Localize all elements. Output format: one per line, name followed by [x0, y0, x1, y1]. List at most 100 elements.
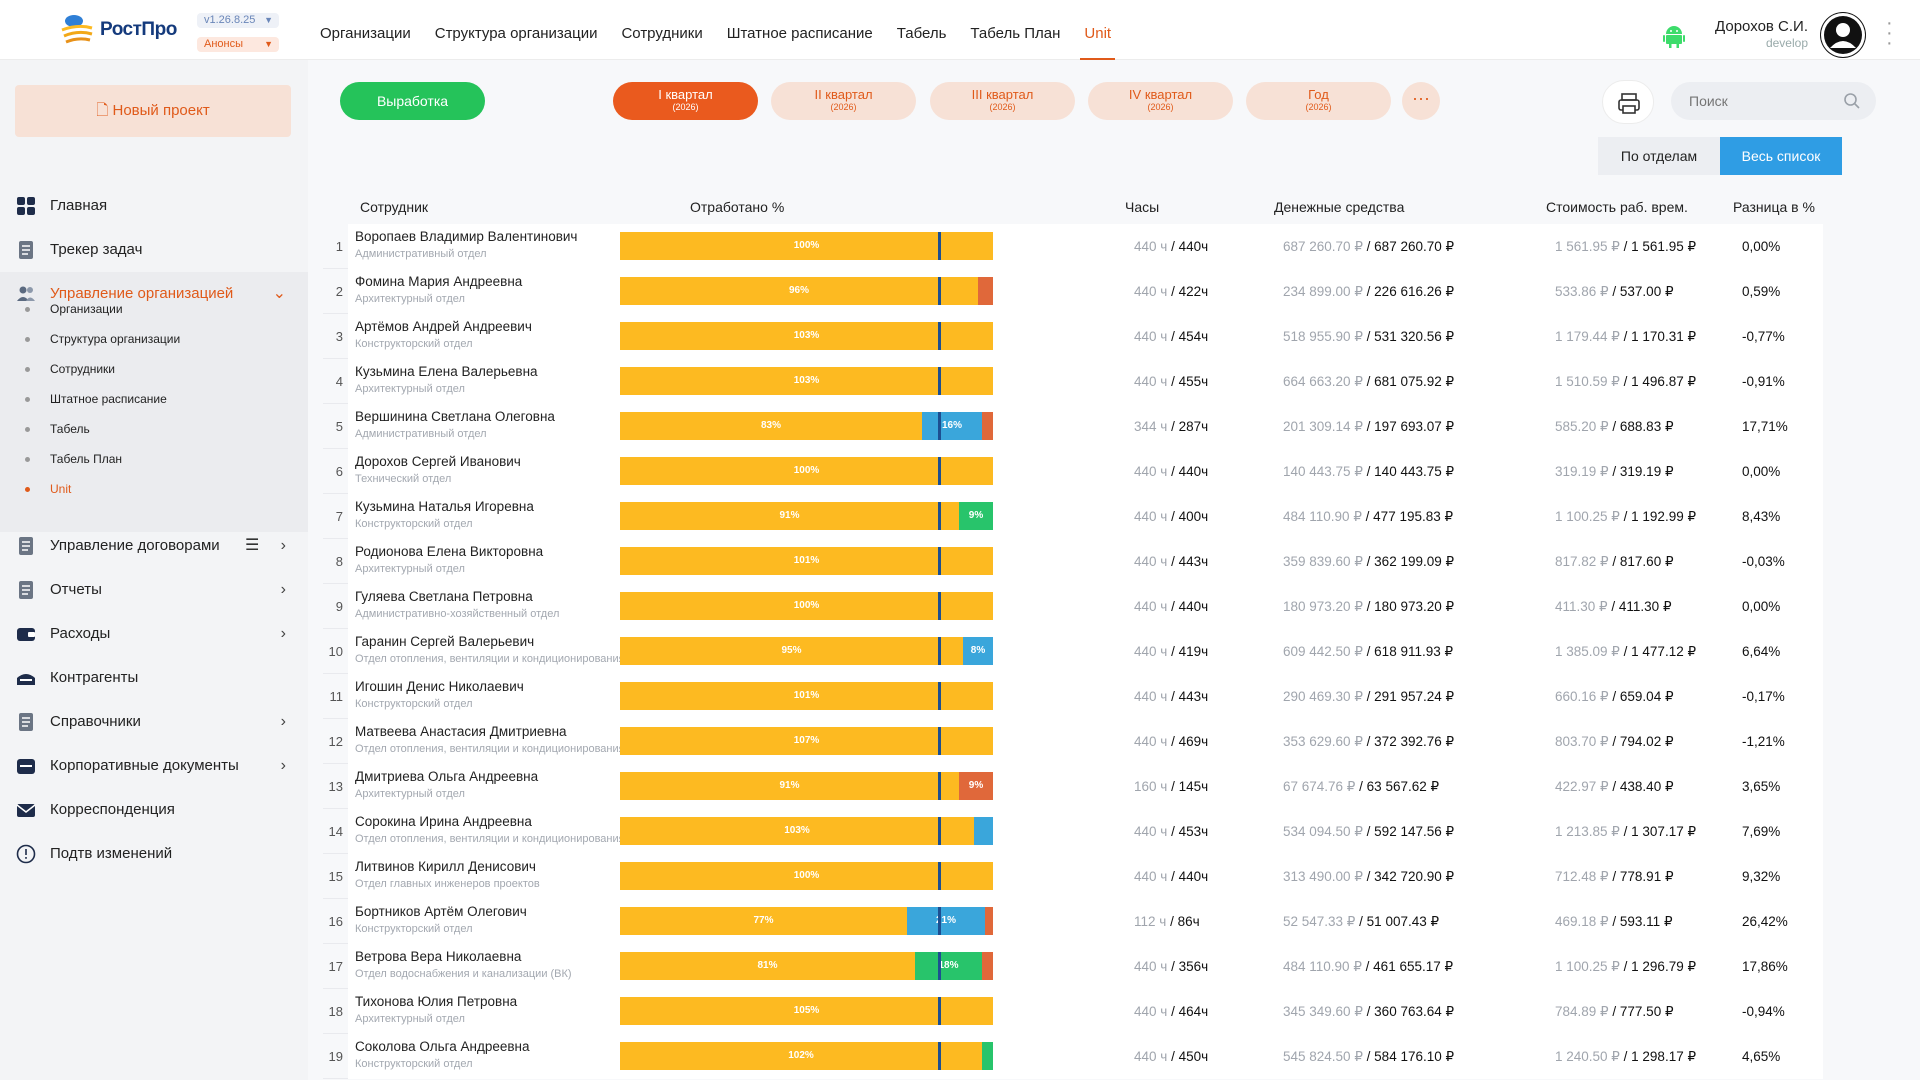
table-row[interactable]: 4 Кузьмина Елена Валерьевна Архитектурный … [323, 359, 1823, 404]
worked-percent-label: 100% [793, 600, 820, 611]
table-row[interactable]: 8 Родионова Елена Викторовна Архитектурный… [323, 539, 1823, 584]
employee-cell[interactable]: Тихонова Юлия Петровна Архитектурный отде… [348, 989, 626, 1034]
employee-cell[interactable]: Соколова Ольга Андреевна Конструкторский … [348, 1034, 626, 1079]
cost-cell: 803.70 ₽ / 794.02 ₽ [1555, 734, 1674, 749]
sidebar-subitem[interactable]: Структура организации [0, 324, 308, 354]
hours-plan: 440 ч [1134, 824, 1168, 839]
table-row[interactable]: 5 Вершинина Светлана Олеговна Администрати… [323, 404, 1823, 449]
sidebar-item[interactable]: Главная [0, 184, 308, 228]
full-list-button[interactable]: Весь список [1720, 137, 1842, 175]
rostpro-logo-icon[interactable] [58, 12, 98, 48]
table-row[interactable]: 13 Дмитриева Ольга Андреевна Архитектурный… [323, 764, 1823, 809]
employee-cell[interactable]: Родионова Елена Викторовна Архитектурный … [348, 539, 626, 584]
table-row[interactable]: 9 Гуляева Светлана Петровна Административн… [323, 584, 1823, 629]
table-row[interactable]: 1 Воропаев Владимир Валентинович Администр… [323, 224, 1823, 269]
nav-item[interactable]: Табель [896, 25, 947, 42]
sidebar-subitem[interactable]: Сотрудники [0, 354, 308, 384]
sidebar-item[interactable]: Расходы › [0, 612, 308, 656]
employee-cell[interactable]: Бортников Артём Олегович Конструкторский … [348, 899, 626, 944]
nav-item[interactable]: Табель План [970, 25, 1061, 42]
cost-plan: 411.30 ₽ [1555, 599, 1608, 614]
col-employee[interactable]: Сотрудник [360, 199, 429, 215]
table-row[interactable]: 12 Матвеева Анастасия Дмитриевна Отдел ото… [323, 719, 1823, 764]
table-row[interactable]: 2 Фомина Мария Андреевна Архитектурный отд… [323, 269, 1823, 314]
table-row[interactable]: 10 Гаранин Сергей Валерьевич Отдел отоплен… [323, 629, 1823, 674]
table-row[interactable]: 19 Соколова Ольга Андреевна Конструкторски… [323, 1034, 1823, 1079]
employee-cell[interactable]: Литвинов Кирилл Денисович Отдел главных и… [348, 854, 626, 899]
col-diff[interactable]: Разница в % [1733, 199, 1815, 215]
employee-cell[interactable]: Матвеева Анастасия Дмитриевна Отдел отопл… [348, 719, 626, 764]
version-select[interactable]: v1.26.8.25 ▼ [197, 13, 279, 28]
sidebar-item[interactable]: Управление договорами ☰ › [0, 524, 308, 568]
hours-fact: 440ч [1178, 239, 1209, 254]
table-row[interactable]: 17 Ветрова Вера Николаевна Отдел водоснабж… [323, 944, 1823, 989]
period-tab[interactable]: IV квартал (2026) [1088, 82, 1233, 120]
sidebar-item[interactable]: Трекер задач [0, 228, 308, 272]
col-money[interactable]: Денежные средства [1274, 199, 1405, 215]
employee-cell[interactable]: Сорокина Ирина Андреевна Отдел отопления,… [348, 809, 626, 854]
period-tab[interactable]: Год (2026) [1246, 82, 1391, 120]
table-row[interactable]: 14 Сорокина Ирина Андреевна Отдел отоплени… [323, 809, 1823, 854]
sidebar-item[interactable]: Контрагенты [0, 656, 308, 700]
sidebar-subitem[interactable]: Штатное расписание [0, 384, 308, 414]
sidebar-item[interactable]: Управление организацией ⌄ [0, 272, 308, 316]
list-icon[interactable]: ☰ [245, 537, 260, 554]
more-periods-button[interactable]: ··· [1402, 82, 1440, 120]
sidebar-subitem[interactable]: Unit [0, 474, 308, 504]
search-input[interactable] [1671, 82, 1876, 120]
table-row[interactable]: 3 Артёмов Андрей Андреевич Конструкторский… [323, 314, 1823, 359]
avatar[interactable] [1820, 12, 1866, 58]
period-tab[interactable]: I квартал (2026) [613, 82, 758, 120]
employee-cell[interactable]: Дорохов Сергей Иванович Технический отдел [348, 449, 626, 494]
by-department-button[interactable]: По отделам [1598, 137, 1720, 175]
table-row[interactable]: 7 Кузьмина Наталья Игоревна Конструкторски… [323, 494, 1823, 539]
employee-cell[interactable]: Кузьмина Елена Валерьевна Архитектурный о… [348, 359, 626, 404]
employee-cell[interactable]: Игошин Денис Николаевич Конструкторский о… [348, 674, 626, 719]
more-vertical-icon[interactable]: · · · [1886, 12, 1893, 54]
sidebar-item[interactable]: Справочники › [0, 700, 308, 744]
sidebar-subitem[interactable]: Табель План [0, 444, 308, 474]
announces-select[interactable]: Анонсы ▼ [197, 37, 279, 52]
table-row[interactable]: 18 Тихонова Юлия Петровна Архитектурный от… [323, 989, 1823, 1034]
col-hours[interactable]: Часы [1125, 199, 1160, 215]
table-row[interactable]: 6 Дорохов Сергей Иванович Технический отде… [323, 449, 1823, 494]
hours-plan: 440 ч [1134, 959, 1168, 974]
sidebar-subitem[interactable]: Табель [0, 414, 308, 444]
period-tab[interactable]: III квартал (2026) [930, 82, 1075, 120]
col-worked[interactable]: Отработано % [690, 199, 785, 215]
sidebar-item[interactable]: Подтв изменений [0, 832, 308, 876]
sidebar-item[interactable]: Отчеты › [0, 568, 308, 612]
employee-cell[interactable]: Воропаев Владимир Валентинович Администра… [348, 224, 626, 269]
sidebar-item[interactable]: Корреспонденция [0, 788, 308, 832]
nav-item[interactable]: Организации [320, 25, 411, 42]
vyrabotka-button[interactable]: Выработка [340, 82, 485, 120]
nav-item[interactable]: Штатное расписание [726, 25, 873, 42]
nav-item[interactable]: Структура организации [434, 25, 598, 42]
employee-cell[interactable]: Вершинина Светлана Олеговна Административ… [348, 404, 626, 449]
nav-item[interactable]: Unit [1080, 0, 1115, 60]
employee-cell[interactable]: Гуляева Светлана Петровна Административно… [348, 584, 626, 629]
employee-cell[interactable]: Дмитриева Ольга Андреевна Архитектурный о… [348, 764, 626, 809]
col-cost[interactable]: Стоимость раб. врем. [1546, 199, 1688, 215]
employee-cell[interactable]: Фомина Мария Андреевна Архитектурный отде… [348, 269, 626, 314]
document-icon [19, 713, 33, 731]
cost-cell: 1 179.44 ₽ / 1 170.31 ₽ [1555, 329, 1697, 344]
print-button[interactable] [1602, 80, 1654, 124]
cost-plan: 1 240.50 ₽ [1555, 1049, 1620, 1064]
user-name[interactable]: Дорохов С.И. [1715, 18, 1808, 35]
employee-cell[interactable]: Кузьмина Наталья Игоревна Конструкторский… [348, 494, 626, 539]
android-icon[interactable] [1662, 24, 1686, 48]
sidebar-subitem[interactable]: Организации [0, 294, 308, 324]
employee-cell[interactable]: Ветрова Вера Николаевна Отдел водоснабжен… [348, 944, 626, 989]
table-row[interactable]: 11 Игошин Денис Николаевич Конструкторский… [323, 674, 1823, 719]
new-project-button[interactable]: 🗋 Новый проект [15, 85, 291, 137]
table-row[interactable]: 15 Литвинов Кирилл Денисович Отдел главных… [323, 854, 1823, 899]
table-row[interactable]: 16 Бортников Артём Олегович Конструкторски… [323, 899, 1823, 944]
period-tab[interactable]: II квартал (2026) [771, 82, 916, 120]
sidebar-item[interactable]: Корпоративные документы › [0, 744, 308, 788]
search-icon[interactable] [1843, 92, 1861, 110]
employee-cell[interactable]: Артёмов Андрей Андреевич Конструкторский … [348, 314, 626, 359]
nav-item[interactable]: Сотрудники [621, 25, 703, 42]
worked-percent-label: 77% [753, 915, 774, 926]
employee-cell[interactable]: Гаранин Сергей Валерьевич Отдел отопления… [348, 629, 626, 674]
